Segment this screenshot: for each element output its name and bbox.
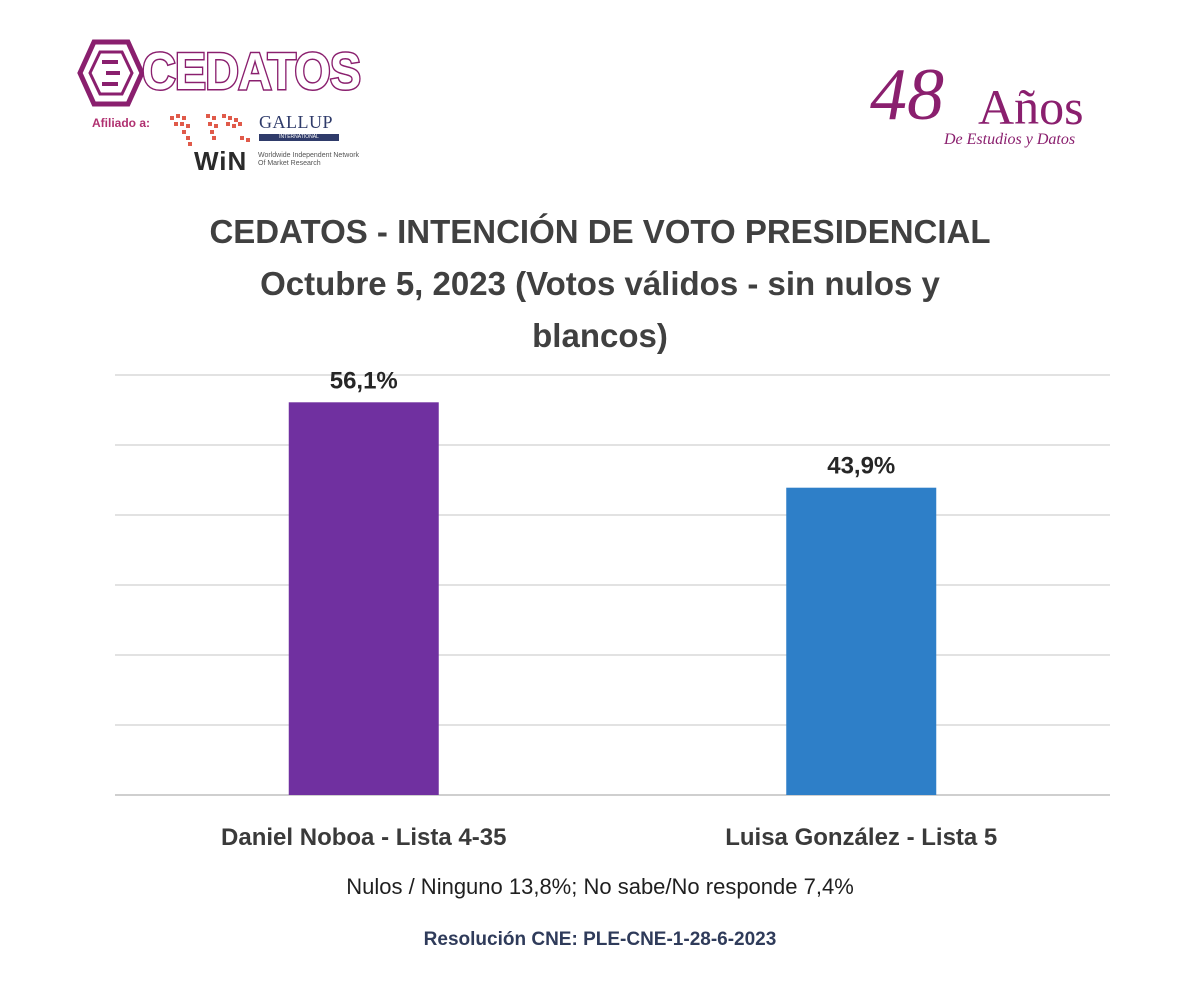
data-label: 56,1%: [330, 367, 398, 394]
anniversary-word: Años: [978, 79, 1084, 135]
bar: [786, 487, 937, 795]
bar: [288, 402, 439, 795]
footnote: Nulos / Ninguno 13,8%; No sabe/No respon…: [346, 874, 854, 899]
chart-subtitle-line-2: blancos): [532, 317, 668, 354]
chart-title: CEDATOS - INTENCIÓN DE VOTO PRESIDENCIAL…: [150, 206, 1050, 362]
anniversary-subtitle: De Estudios y Datos: [944, 131, 1076, 148]
data-label: 43,9%: [827, 453, 895, 480]
win-subtitle: Worldwide Independent Network Of Market …: [258, 152, 360, 167]
category-label: Daniel Noboa - Lista 4-35: [221, 824, 506, 851]
cedatos-wordmark: CEDATOS: [141, 42, 363, 103]
category-label: Luisa González - Lista 5: [725, 824, 997, 851]
anniversary-number: 48: [870, 54, 944, 136]
resolution-note: Resolución CNE: PLE-CNE-1-28-6-2023: [423, 929, 777, 950]
affiliate-label: Afiliado a:: [92, 116, 151, 130]
gallup-subtitle: INTERNATIONAL: [259, 134, 339, 141]
chart-title-line: CEDATOS - INTENCIÓN DE VOTO PRESIDENCIAL: [209, 213, 991, 250]
affiliation-block: Afiliado a: GALLUP INTERNATIONAL WiN Wor…: [92, 110, 392, 180]
cedatos-logo: CEDATOS: [76, 38, 376, 108]
world-map-icon: [170, 114, 250, 146]
anniversary-logo: 48 Años De Estudios y Datos: [870, 55, 1130, 155]
cedatos-emblem-icon: [77, 39, 145, 107]
gallup-wordmark: GALLUP: [259, 112, 333, 132]
win-wordmark: WiN: [194, 146, 248, 176]
chart-subtitle-line-1: Octubre 5, 2023 (Votos válidos - sin nul…: [260, 265, 940, 302]
